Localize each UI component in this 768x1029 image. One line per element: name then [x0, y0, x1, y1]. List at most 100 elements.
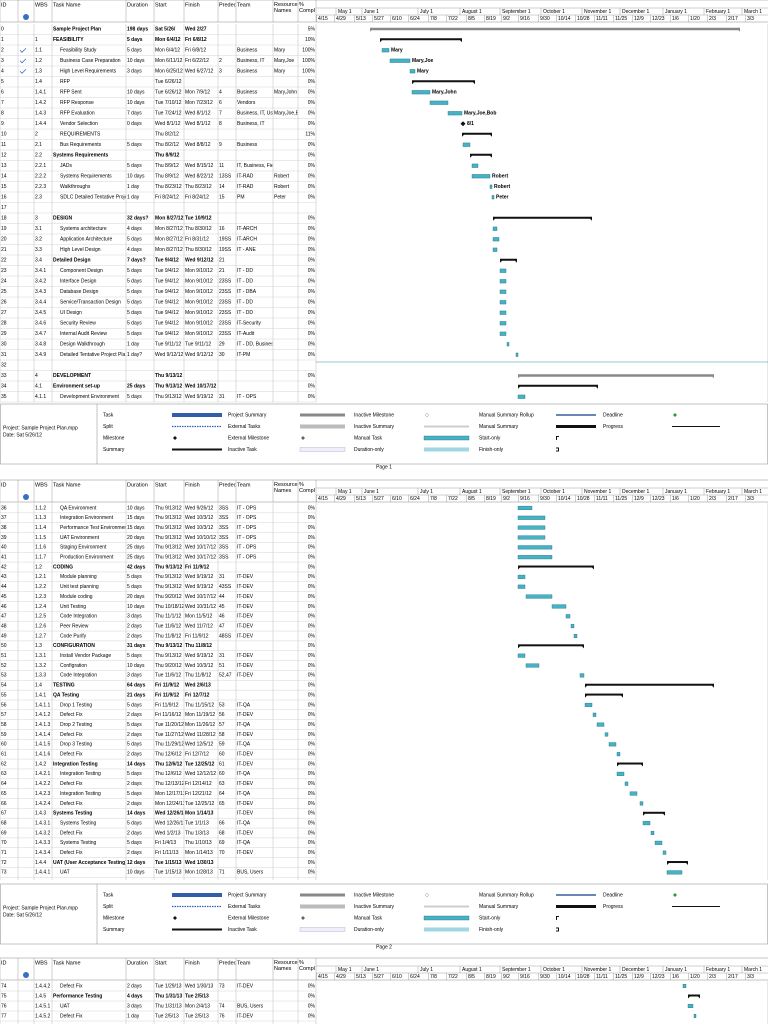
cell: 36 [1, 505, 7, 511]
cell: Tue 9/4/12 [155, 268, 179, 274]
footer-project: Project: Sample Project Plan.mpp [3, 905, 78, 911]
cell: 0% [308, 153, 316, 159]
cell: 5 days [127, 742, 142, 748]
cell: 2.2.2 [35, 174, 46, 180]
legend-label: External Tasks [228, 904, 261, 910]
week-label: 11/11 [596, 974, 608, 980]
cell: 0% [308, 279, 316, 285]
cell: 4 days [127, 247, 142, 253]
cell: Tue 1/29/13 [155, 983, 182, 989]
column-header: Team [237, 482, 251, 488]
week-label: 12/23 [652, 974, 665, 980]
cell: 0% [308, 111, 316, 117]
cell: Install Vendor Package [60, 653, 111, 659]
cell: 28 [1, 321, 7, 327]
week-label: 8/5 [468, 16, 475, 22]
cell: 3.4.1 [35, 268, 46, 274]
cell: UAT Environment [60, 535, 100, 541]
cell: Production Environment [60, 555, 114, 561]
cell: 53 [1, 673, 7, 679]
cell: Systems Requirements [53, 153, 109, 159]
cell: Tue 6/26/12 [155, 90, 182, 96]
cell: Mon 11/26/12 [185, 722, 215, 728]
cell: 61 [1, 752, 7, 758]
legend-label: Start-only [479, 435, 501, 441]
week-label: 6/24 [410, 496, 420, 502]
cell: 30 [1, 342, 7, 348]
task-bar [525, 594, 553, 599]
cell: 25 days [127, 545, 145, 551]
cell: Fri 1/4/13 [155, 840, 176, 846]
cell: 0% [308, 535, 316, 541]
cell: IT-Audit [237, 331, 255, 337]
cell: 3 days [127, 1003, 142, 1009]
cell: 3 [35, 216, 38, 222]
month-label: July 1 [420, 489, 433, 495]
month-label: January 1 [665, 967, 687, 973]
cell: 5 days [127, 584, 142, 590]
cell: 0% [308, 752, 316, 758]
legend-label: Manual Task [354, 915, 382, 921]
check-icon [19, 47, 27, 53]
cell: Application Architecture [60, 237, 112, 243]
cell: Thu 8/9/12 [155, 174, 179, 180]
summary-bar [412, 80, 475, 83]
legend-symbol [301, 916, 305, 920]
cell: Module planning [60, 574, 97, 580]
cell: 2.2.3 [35, 184, 46, 190]
cell: Mon 6/11/12 [155, 58, 183, 64]
cell: 2 [1, 48, 4, 54]
cell: DESIGN [53, 216, 73, 222]
cell: 3SS [219, 535, 229, 541]
cell: 0% [308, 142, 316, 148]
week-label: 2/17 [728, 974, 738, 980]
cell: 0% [308, 692, 316, 698]
cell: 15 days [127, 525, 145, 531]
cell: 48SS [219, 633, 232, 639]
cell: Mon 2/4/13 [185, 1003, 210, 1009]
cell: 2 days [127, 633, 142, 639]
task-bar [499, 300, 507, 305]
cell: 23SS [219, 331, 232, 337]
cell: Thu 8/23/12 [155, 184, 182, 190]
cell: 0% [308, 683, 316, 689]
task-bar [517, 535, 546, 540]
task-bar [471, 174, 491, 179]
cell: 33 [1, 373, 7, 379]
cell: 75 [1, 993, 7, 999]
cell: IT-DEV [237, 653, 254, 659]
cell: 0% [308, 673, 316, 679]
week-label: 3/3 [747, 496, 754, 502]
cell: Thu 11/15/12 [185, 702, 214, 708]
week-label: 9/30 [540, 496, 550, 502]
cell: 3 days [127, 69, 142, 75]
week-label: 4/15 [318, 496, 328, 502]
column-header: Task Name [53, 482, 81, 488]
cell: 0% [308, 384, 316, 390]
cell: Tue 11/27/12 [155, 732, 184, 738]
cell: CODING [53, 564, 73, 570]
legend-symbol [556, 916, 559, 920]
legend-label: Task [103, 412, 114, 418]
cell: 9 [1, 121, 4, 127]
resource-label: Mary,Joe [412, 58, 434, 64]
cell: 0% [308, 1003, 316, 1009]
cell: 1.3 [35, 69, 42, 75]
cell: 10 days [127, 90, 145, 96]
cell: 0% [308, 761, 316, 767]
cell: 62 [1, 761, 7, 767]
cell: 5 days [127, 771, 142, 777]
cell: Peer Review [60, 623, 89, 629]
legend-label: Manual Summary Rollup [479, 892, 534, 898]
cell: 29 [219, 342, 225, 348]
cell: 1.4.3.4 [35, 850, 51, 856]
cell: IT-QA [237, 702, 251, 708]
legend-symbol [300, 893, 345, 897]
column-header: WBS [35, 960, 48, 966]
week-label: 11/25 [615, 496, 627, 502]
column-header: Finish [185, 482, 200, 488]
legend-symbol [423, 915, 470, 921]
week-label: 3/3 [747, 16, 754, 22]
cell: Fri 6/8/12 [185, 37, 207, 43]
month-label: August 1 [462, 9, 482, 15]
